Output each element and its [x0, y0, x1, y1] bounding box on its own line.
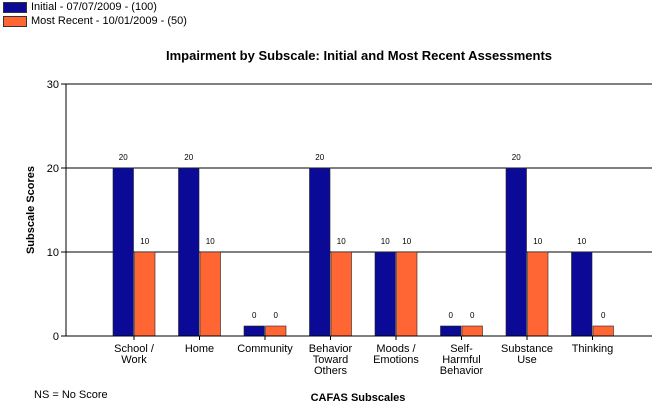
- bar-initial-1: [178, 167, 200, 337]
- data-label-initial-4: 10: [381, 237, 390, 246]
- data-label-initial-6: 20: [512, 153, 521, 162]
- bar-initial-7: [571, 251, 593, 337]
- legend-item-initial: Initial - 07/07/2009 - (100): [3, 0, 187, 14]
- y-tick-label-30: 30: [47, 79, 59, 91]
- data-label-initial-3: 20: [315, 153, 324, 162]
- bar-most-recent-6: [527, 251, 549, 337]
- x-tick-label-2: Community: [237, 343, 293, 355]
- data-label-initial-0: 20: [119, 153, 128, 162]
- data-label-initial-7: 10: [577, 237, 586, 246]
- bar-initial-6: [505, 167, 527, 337]
- bar-initial-4: [374, 251, 396, 337]
- x-tick-label-3: Behavior Toward Others: [309, 343, 353, 377]
- legend-swatch-initial: [3, 1, 27, 13]
- x-tick-label-7: Thinking: [572, 343, 614, 355]
- legend-swatch-most-recent: [3, 15, 27, 27]
- bar-most-recent-1: [199, 251, 221, 337]
- data-label-most-recent-0: 10: [140, 237, 149, 246]
- data-label-most-recent-3: 10: [337, 237, 346, 246]
- data-label-initial-2: 0: [252, 311, 257, 320]
- x-tick-label-6: Substance Use: [501, 343, 553, 366]
- data-label-most-recent-6: 10: [533, 237, 542, 246]
- y-axis-label: Subscale Scores: [25, 166, 37, 254]
- bar-most-recent-5: [461, 325, 483, 337]
- x-tick-label-4: Moods / Emotions: [373, 343, 419, 366]
- bar-most-recent-0: [134, 251, 156, 337]
- chart-legend: Initial - 07/07/2009 - (100) Most Recent…: [3, 0, 187, 28]
- x-tick-label-0: School / Work: [114, 343, 155, 366]
- bar-initial-0: [112, 167, 134, 337]
- legend-label-most-recent: Most Recent - 10/01/2009 - (50): [31, 15, 187, 27]
- bar-most-recent-4: [396, 251, 418, 337]
- data-label-initial-5: 0: [449, 311, 454, 320]
- footnote: NS = No Score: [34, 389, 108, 401]
- legend-item-most-recent: Most Recent - 10/01/2009 - (50): [3, 14, 187, 28]
- bar-most-recent-2: [265, 325, 287, 337]
- x-axis-label: CAFAS Subscales: [311, 392, 406, 404]
- data-label-most-recent-4: 10: [402, 237, 411, 246]
- data-label-most-recent-2: 0: [274, 311, 279, 320]
- data-label-most-recent-1: 10: [206, 237, 215, 246]
- chart-title: Impairment by Subscale: Initial and Most…: [166, 48, 552, 63]
- bar-most-recent-7: [592, 325, 614, 337]
- data-label-most-recent-5: 0: [470, 311, 475, 320]
- x-tick-label-5: Self-Harmful Behavior: [440, 343, 484, 377]
- bar-initial-3: [309, 167, 331, 337]
- y-tick-label-0: 0: [53, 331, 59, 343]
- x-tick-label-1: Home: [185, 343, 214, 355]
- data-label-most-recent-7: 0: [601, 311, 606, 320]
- y-tick-label-20: 20: [47, 163, 59, 175]
- bar-initial-2: [243, 325, 265, 337]
- bar-most-recent-3: [330, 251, 352, 337]
- bar-initial-5: [440, 325, 462, 337]
- y-tick-label-10: 10: [47, 247, 59, 259]
- legend-label-initial: Initial - 07/07/2009 - (100): [31, 1, 157, 13]
- data-label-initial-1: 20: [184, 153, 193, 162]
